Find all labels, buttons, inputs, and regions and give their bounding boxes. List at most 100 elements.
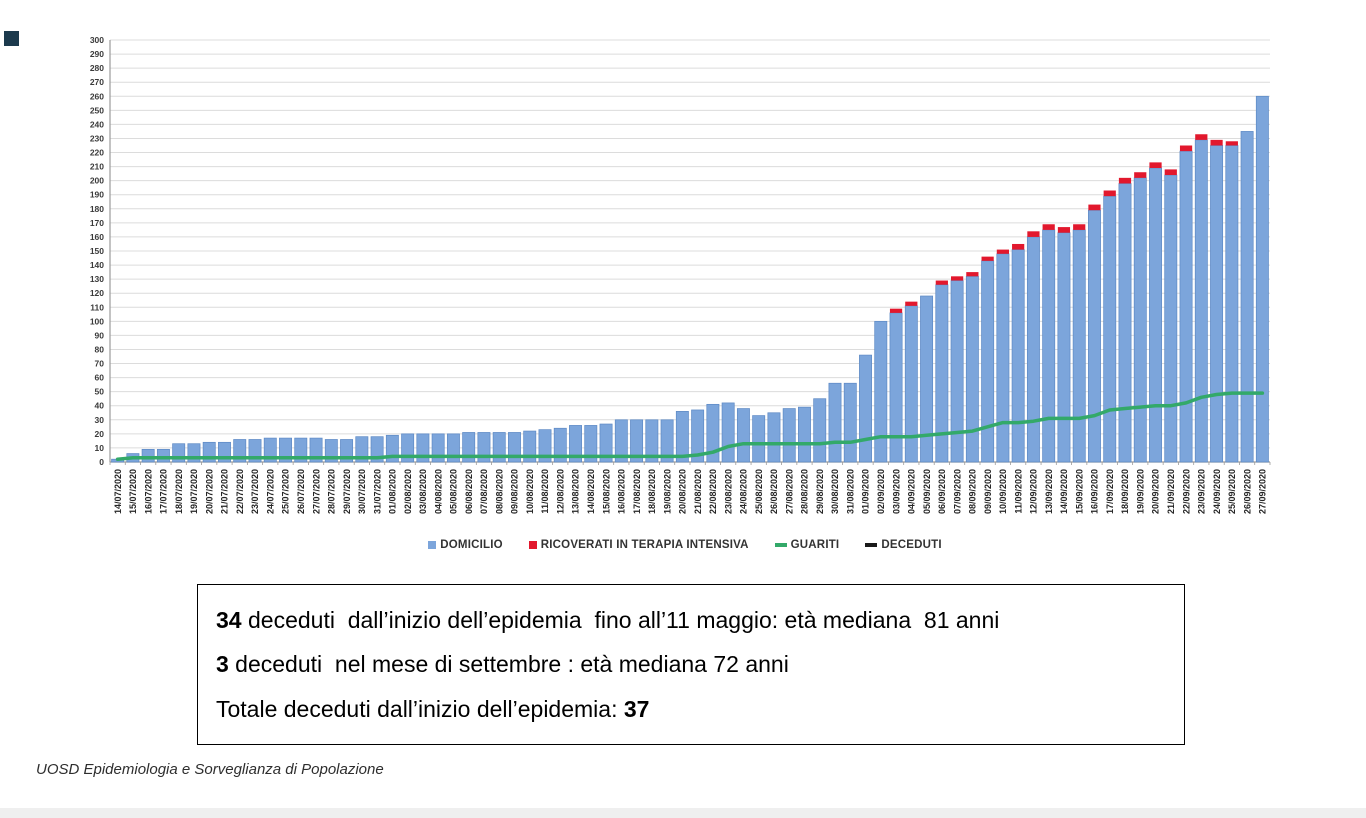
x-axis-label: 27/07/2020 xyxy=(311,469,321,514)
x-axis-label: 26/09/2020 xyxy=(1242,469,1252,514)
x-axis-label: 26/08/2020 xyxy=(769,469,779,514)
bar-domicilio xyxy=(965,275,979,463)
bar-ricoverati xyxy=(1073,224,1086,230)
x-axis-label: 14/09/2020 xyxy=(1059,469,1069,514)
summary-line-1: 34 deceduti dall’inizio dell’epidemia fi… xyxy=(216,607,1166,634)
x-axis-label: 25/07/2020 xyxy=(281,469,291,514)
bar-domicilio xyxy=(981,260,995,463)
legend-square-marker xyxy=(528,541,537,549)
chart: 0 10 20 30 40 50 60 70 80 90 100 110 120 130 140 150 160… xyxy=(75,25,1295,570)
bar-domicilio xyxy=(1057,232,1071,463)
bar-ricoverati xyxy=(1057,227,1071,233)
legend-label: DOMICILIO xyxy=(440,539,503,551)
svg-text:280: 280 xyxy=(90,63,104,73)
bar-ricoverati xyxy=(1118,177,1132,184)
x-axis-label: 31/07/2020 xyxy=(372,469,382,514)
bar-domicilio xyxy=(584,425,598,463)
bar-ricoverati xyxy=(1225,141,1238,146)
x-axis-label: 23/08/2020 xyxy=(723,469,733,514)
x-axis-label: 18/08/2020 xyxy=(647,469,657,514)
x-axis-label: 20/09/2020 xyxy=(1151,469,1161,514)
bar-domicilio xyxy=(599,423,613,463)
bar-domicilio xyxy=(614,419,628,463)
x-axis-label: 28/07/2020 xyxy=(327,469,337,514)
bar-domicilio xyxy=(1255,95,1269,463)
svg-text:290: 290 xyxy=(90,49,104,59)
bar-ricoverati xyxy=(889,308,903,313)
svg-text:210: 210 xyxy=(90,162,104,172)
bar-domicilio xyxy=(1072,229,1086,463)
x-axis-label: 04/09/2020 xyxy=(907,469,917,514)
bar-domicilio xyxy=(1194,139,1208,463)
bar-domicilio xyxy=(904,305,918,463)
bar-domicilio xyxy=(141,448,155,463)
bar-ricoverati xyxy=(1134,172,1147,178)
x-axis-label: 05/09/2020 xyxy=(922,469,932,514)
bar-ricoverati xyxy=(1103,190,1116,197)
x-axis-label: 18/07/2020 xyxy=(174,469,184,514)
x-axis-label: 31/08/2020 xyxy=(846,469,856,514)
x-axis-label: 02/09/2020 xyxy=(876,469,886,514)
bar-ricoverati xyxy=(1012,243,1025,250)
bar-domicilio xyxy=(1225,145,1239,463)
x-axis-label: 21/09/2020 xyxy=(1166,469,1176,514)
legend-dash-marker xyxy=(774,543,787,547)
x-axis-label: 20/08/2020 xyxy=(678,469,688,514)
svg-text:110: 110 xyxy=(90,302,104,312)
bar-ricoverati xyxy=(966,272,979,277)
bar-domicilio xyxy=(920,295,934,463)
x-axis-label: 01/08/2020 xyxy=(388,469,398,514)
bar-domicilio xyxy=(370,436,384,463)
x-axis-label: 23/09/2020 xyxy=(1197,469,1207,514)
svg-text:270: 270 xyxy=(90,77,104,87)
bar-domicilio xyxy=(1210,145,1224,463)
x-axis-label: 25/09/2020 xyxy=(1227,469,1237,514)
x-axis-label: 06/08/2020 xyxy=(464,469,474,514)
svg-text:80: 80 xyxy=(95,344,105,354)
x-axis-label: 01/09/2020 xyxy=(861,469,871,514)
x-axis-label: 11/09/2020 xyxy=(1013,469,1023,514)
x-axis-label: 09/08/2020 xyxy=(510,469,520,514)
bar-domicilio xyxy=(782,408,796,463)
bar-ricoverati xyxy=(981,256,994,261)
bar-domicilio xyxy=(279,437,292,463)
bar-domicilio xyxy=(492,432,506,463)
svg-text:220: 220 xyxy=(90,148,104,158)
legend-item-deceduti: DECEDUTI xyxy=(865,539,942,551)
footer-caption: UOSD Epidemiologia e Sorveglianza di Pop… xyxy=(36,761,384,778)
bar-domicilio xyxy=(538,429,552,463)
bar-ricoverati xyxy=(905,301,918,306)
legend-square-marker xyxy=(428,541,437,549)
svg-text:140: 140 xyxy=(90,260,104,270)
bar-domicilio xyxy=(1088,209,1101,463)
x-axis-label: 09/09/2020 xyxy=(983,469,993,514)
x-axis-label: 19/07/2020 xyxy=(189,469,199,514)
x-axis-label: 17/09/2020 xyxy=(1105,469,1115,514)
svg-text:90: 90 xyxy=(95,330,105,340)
bars-ricoverati xyxy=(889,134,1238,313)
bar-domicilio xyxy=(462,432,476,463)
x-axis-label: 21/08/2020 xyxy=(693,469,703,514)
x-axis-label: 28/08/2020 xyxy=(800,469,810,514)
svg-text:170: 170 xyxy=(90,218,104,228)
svg-text:10: 10 xyxy=(95,443,105,453)
x-axis-label: 29/07/2020 xyxy=(342,469,352,514)
summary-text: deceduti dall’inizio dell’epidemia fino … xyxy=(241,606,1000,633)
bar-domicilio xyxy=(1133,177,1147,463)
bar-ricoverati xyxy=(1042,224,1055,230)
bar-domicilio xyxy=(1164,174,1178,463)
svg-text:260: 260 xyxy=(90,91,104,101)
bar-domicilio xyxy=(645,419,659,463)
bar-domicilio xyxy=(156,448,170,463)
bar-ricoverati xyxy=(1149,162,1162,169)
x-axis-label: 27/09/2020 xyxy=(1258,469,1268,514)
bar-domicilio xyxy=(752,415,766,463)
x-axis-label: 10/08/2020 xyxy=(525,469,535,514)
x-axis-label: 08/09/2020 xyxy=(968,469,978,514)
svg-text:0: 0 xyxy=(99,457,104,467)
bar-domicilio xyxy=(996,253,1010,463)
legend-item-domicilio: DOMICILIO xyxy=(428,539,503,551)
chart-legend: DOMICILIO RICOVERATI IN TERAPIA INTENSIVA… xyxy=(75,539,1295,551)
x-axis-label: 15/08/2020 xyxy=(601,469,611,514)
x-axis-label: 29/08/2020 xyxy=(815,469,825,514)
